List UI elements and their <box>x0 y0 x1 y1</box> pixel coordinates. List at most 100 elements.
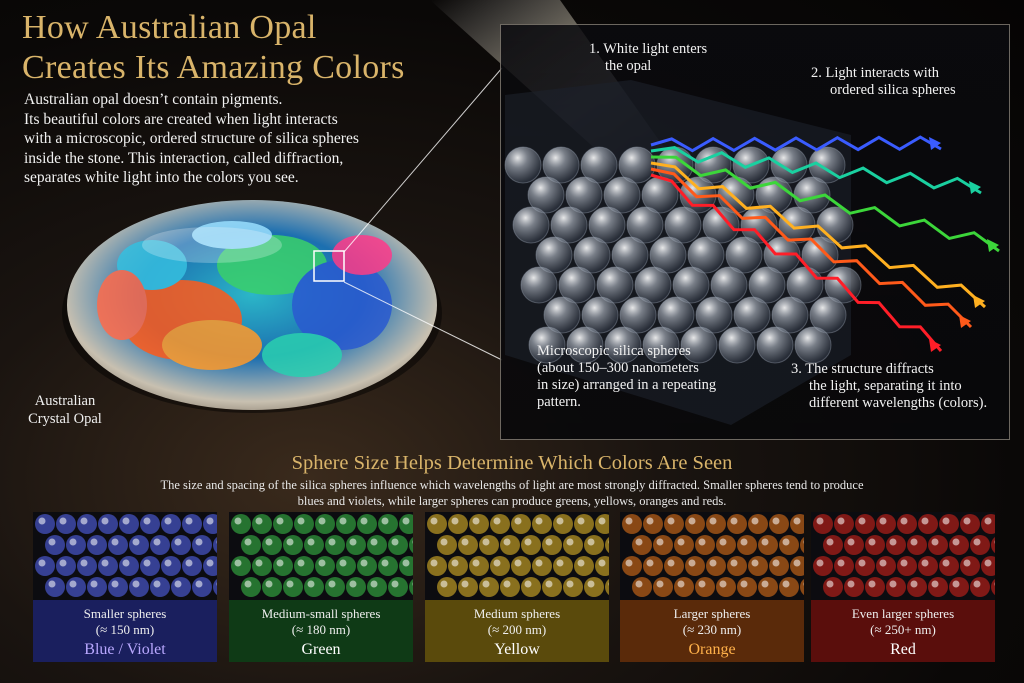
sphere <box>960 514 980 534</box>
sphere-cluster-image <box>229 512 413 600</box>
sphere <box>448 514 468 534</box>
sphere <box>991 537 995 553</box>
sphere-highlight <box>185 559 193 567</box>
intro-line: with a microscopic, ordered structure of… <box>24 130 359 147</box>
sphere <box>685 556 705 576</box>
sphere-highlight <box>556 517 564 525</box>
sphere <box>813 514 833 534</box>
sphere <box>150 535 170 555</box>
sphere <box>664 514 684 534</box>
silica-sphere <box>756 326 794 364</box>
sphere <box>653 535 673 555</box>
tile-blue-violet: Smaller spheres (≈ 150 nm) Blue / Violet <box>33 512 217 662</box>
sphere-highlight <box>318 517 326 525</box>
sphere-highlight <box>339 517 347 525</box>
sphere <box>252 556 272 576</box>
sphere-highlight <box>816 517 824 525</box>
tile-size-label: Medium-small spheres <box>261 606 381 621</box>
page-title: How Australian Opal Creates Its Amazing … <box>22 8 492 88</box>
step-1-line: the opal <box>605 58 652 74</box>
sphere-highlight <box>143 559 151 567</box>
sphere <box>632 535 652 555</box>
opal-label: Australian Crystal Opal <box>20 392 110 428</box>
sphere <box>182 514 202 534</box>
sphere-highlight <box>545 538 553 546</box>
sphere-highlight <box>276 559 284 567</box>
opal-label-line: Australian <box>34 393 96 409</box>
step-3-line: the light, separating it into <box>809 378 962 394</box>
sphere-highlight <box>772 559 780 567</box>
sphere-highlight <box>122 559 130 567</box>
sphere-highlight <box>984 517 992 525</box>
sphere-highlight <box>206 517 214 525</box>
sphere-highlight <box>461 580 469 588</box>
sphere <box>283 577 303 597</box>
sphere <box>643 556 663 576</box>
sphere-highlight <box>307 538 315 546</box>
sphere <box>823 577 843 597</box>
tile-red: Even larger spheres (≈ 250+ nm) Red <box>811 512 995 662</box>
sphere <box>388 535 408 555</box>
sphere <box>918 556 938 576</box>
sphere-highlight <box>719 538 727 546</box>
spheres-note-line: pattern. <box>537 394 581 410</box>
sphere-highlight <box>80 559 88 567</box>
sphere-size-tiles: Smaller spheres (≈ 150 nm) Blue / Violet… <box>33 512 995 662</box>
sphere-highlight <box>111 580 119 588</box>
sphere <box>171 577 191 597</box>
sphere-highlight <box>598 517 606 525</box>
sphere-highlight <box>48 580 56 588</box>
sphere <box>315 514 335 534</box>
sphere-highlight <box>751 559 759 567</box>
sphere-highlight <box>761 580 769 588</box>
silica-sphere <box>725 236 763 274</box>
sphere-highlight <box>535 559 543 567</box>
sphere <box>129 535 149 555</box>
tile-nm-label: (≈ 230 nm) <box>682 622 742 637</box>
sphere-cluster-image <box>425 512 609 600</box>
sphere <box>542 535 562 555</box>
sphere-size-heading: Sphere Size Helps Determine Which Colors… <box>291 452 733 474</box>
silica-sphere <box>573 236 611 274</box>
sphere <box>991 579 995 595</box>
sphere <box>192 577 212 597</box>
silica-sphere <box>718 326 756 364</box>
silica-sphere <box>695 296 733 334</box>
sphere <box>45 577 65 597</box>
sphere-highlight <box>90 538 98 546</box>
sphere-highlight <box>143 517 151 525</box>
sphere <box>66 577 86 597</box>
sphere <box>605 579 609 595</box>
tile-caption: Even larger spheres (≈ 250+ nm) Red <box>811 600 995 662</box>
ray-arrowhead <box>969 181 981 194</box>
sphere <box>674 577 694 597</box>
sphere <box>800 537 804 553</box>
sphere <box>367 535 387 555</box>
sphere <box>716 577 736 597</box>
sphere <box>769 556 789 576</box>
silica-sphere <box>542 146 580 184</box>
sphere <box>367 577 387 597</box>
sphere-highlight <box>608 540 609 544</box>
sphere <box>325 577 345 597</box>
sphere-highlight <box>577 517 585 525</box>
sphere-highlight <box>90 580 98 588</box>
sphere <box>357 556 377 576</box>
sphere-highlight <box>472 559 480 567</box>
description-line: blues and violets, while larger spheres … <box>297 494 727 508</box>
opal-stone-illustration <box>62 195 442 415</box>
sphere-highlight <box>132 538 140 546</box>
sphere <box>897 514 917 534</box>
sphere <box>823 535 843 555</box>
tile-nm-label: (≈ 180 nm) <box>291 622 351 637</box>
step-2-note: 2. Light interacts with ordered silica s… <box>811 65 956 99</box>
sphere <box>716 535 736 555</box>
sphere <box>346 535 366 555</box>
sphere-highlight <box>847 580 855 588</box>
silica-sphere <box>527 176 565 214</box>
sphere-highlight <box>48 538 56 546</box>
silica-sphere <box>604 326 642 364</box>
sphere <box>758 577 778 597</box>
opal-label-line: Crystal Opal <box>28 411 102 427</box>
step-3-line: different wavelengths (colors). <box>809 395 988 411</box>
